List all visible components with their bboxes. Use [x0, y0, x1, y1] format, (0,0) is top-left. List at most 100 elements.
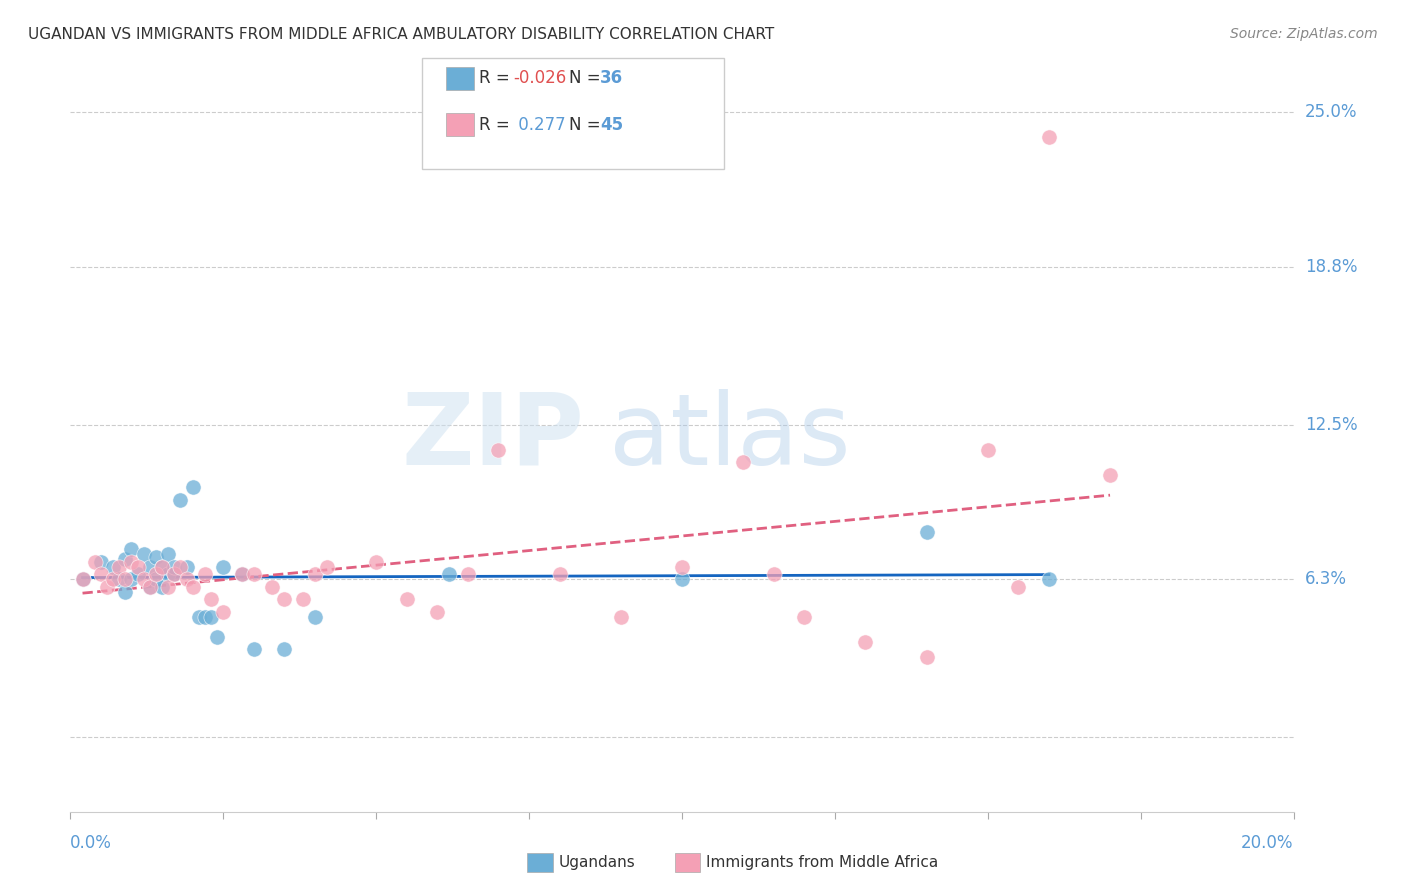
Point	[762, 567, 785, 582]
Text: R =: R =	[479, 116, 516, 134]
Text: N =: N =	[569, 70, 606, 87]
Point	[108, 573, 131, 587]
Point	[1038, 130, 1060, 145]
Point	[733, 455, 755, 469]
Point	[121, 573, 143, 587]
Point	[176, 573, 198, 587]
Text: 25.0%: 25.0%	[1305, 103, 1357, 121]
Text: atlas: atlas	[609, 389, 851, 485]
Point	[132, 573, 155, 587]
Point	[366, 555, 388, 569]
Point	[200, 610, 222, 624]
Point	[145, 549, 167, 564]
Point	[231, 567, 253, 582]
Point	[426, 605, 449, 619]
Point	[163, 567, 186, 582]
Text: 45: 45	[600, 116, 623, 134]
Point	[163, 567, 186, 582]
Text: 12.5%: 12.5%	[1305, 416, 1357, 434]
Point	[114, 573, 136, 587]
Point	[212, 605, 235, 619]
Text: Immigrants from Middle Africa: Immigrants from Middle Africa	[706, 855, 938, 870]
Point	[114, 552, 136, 566]
Point	[145, 573, 167, 587]
Point	[291, 592, 314, 607]
Point	[127, 567, 149, 582]
Point	[101, 573, 124, 587]
Point	[243, 567, 266, 582]
Point	[457, 567, 479, 582]
Point	[181, 480, 204, 494]
Point	[671, 560, 693, 574]
Point	[316, 560, 339, 574]
Point	[139, 560, 162, 574]
Point	[855, 635, 877, 649]
Point	[548, 567, 571, 582]
Point	[262, 580, 284, 594]
Point	[121, 555, 143, 569]
Text: 18.8%: 18.8%	[1305, 259, 1357, 277]
Point	[101, 560, 124, 574]
Point	[96, 580, 118, 594]
Point	[304, 610, 326, 624]
Point	[108, 560, 131, 574]
Text: N =: N =	[569, 116, 606, 134]
Point	[169, 560, 191, 574]
Point	[671, 573, 693, 587]
Point	[488, 442, 510, 457]
Text: 36: 36	[600, 70, 623, 87]
Point	[163, 560, 186, 574]
Point	[194, 610, 217, 624]
Point	[1007, 580, 1029, 594]
Point	[212, 560, 235, 574]
Point	[157, 580, 180, 594]
Point	[139, 580, 162, 594]
Point	[150, 580, 173, 594]
Text: -0.026: -0.026	[513, 70, 567, 87]
Point	[395, 592, 418, 607]
Point	[132, 548, 155, 562]
Point	[1099, 467, 1122, 482]
Point	[304, 567, 326, 582]
Point	[610, 610, 633, 624]
Point	[205, 630, 228, 644]
Point	[169, 492, 191, 507]
Point	[90, 567, 112, 582]
Point	[90, 555, 112, 569]
Point	[976, 442, 998, 457]
Point	[194, 567, 217, 582]
Point	[200, 592, 222, 607]
Point	[72, 573, 94, 587]
Point	[176, 560, 198, 574]
Point	[139, 580, 162, 594]
Point	[231, 567, 253, 582]
Point	[121, 542, 143, 557]
Text: 0.277: 0.277	[513, 116, 565, 134]
Point	[273, 642, 295, 657]
Point	[243, 642, 266, 657]
Point	[114, 585, 136, 599]
Text: Ugandans: Ugandans	[558, 855, 636, 870]
Point	[150, 560, 173, 574]
Point	[83, 555, 105, 569]
Text: ZIP: ZIP	[401, 389, 583, 485]
Point	[793, 610, 815, 624]
Point	[157, 548, 180, 562]
Point	[181, 580, 204, 594]
Point	[915, 649, 938, 664]
Point	[439, 567, 461, 582]
Point	[150, 560, 173, 574]
Text: UGANDAN VS IMMIGRANTS FROM MIDDLE AFRICA AMBULATORY DISABILITY CORRELATION CHART: UGANDAN VS IMMIGRANTS FROM MIDDLE AFRICA…	[28, 27, 775, 42]
Point	[915, 524, 938, 539]
Text: 20.0%: 20.0%	[1241, 834, 1294, 852]
Point	[72, 573, 94, 587]
Text: 0.0%: 0.0%	[70, 834, 112, 852]
Point	[157, 567, 180, 582]
Point	[127, 560, 149, 574]
Point	[145, 567, 167, 582]
Point	[187, 610, 209, 624]
Point	[1038, 573, 1060, 587]
Point	[273, 592, 295, 607]
Text: R =: R =	[479, 70, 516, 87]
Text: 6.3%: 6.3%	[1305, 571, 1347, 589]
